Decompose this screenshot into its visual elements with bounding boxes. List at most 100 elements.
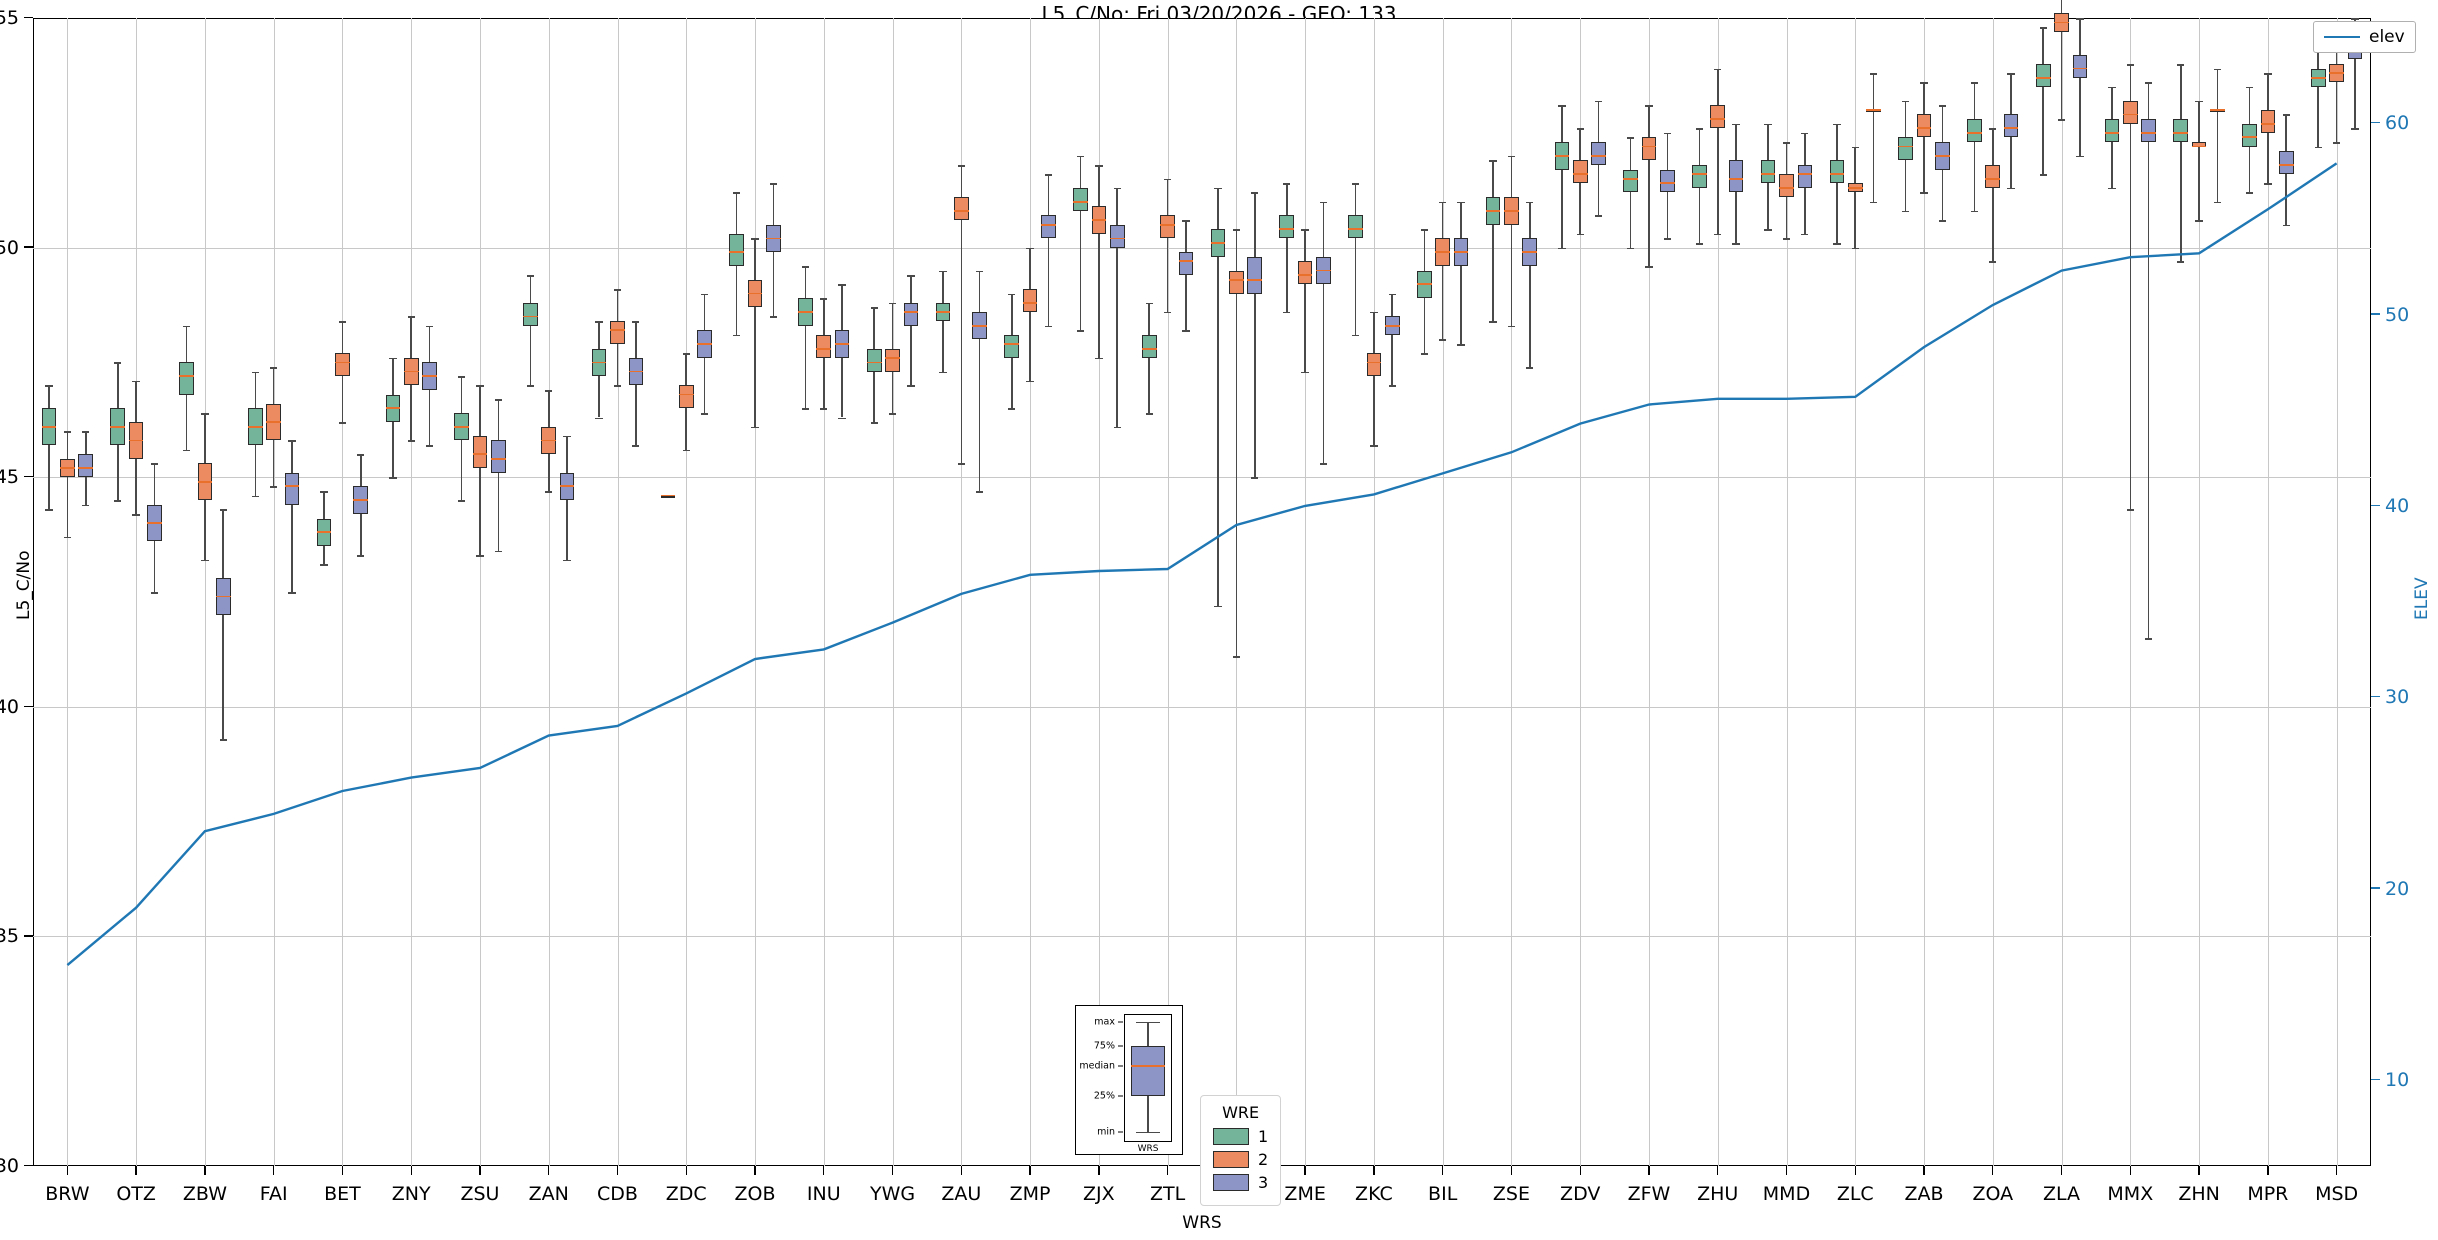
- box: [335, 353, 350, 377]
- whisker-cap-upper: [1782, 141, 1791, 144]
- whisker-cap-upper: [1420, 229, 1428, 231]
- key-label-75pct: 75%: [1094, 1041, 1123, 1052]
- box: [1022, 288, 1038, 312]
- whisker-upper: [1854, 146, 1857, 184]
- whisker-upper: [772, 183, 775, 225]
- whisker-upper: [359, 454, 362, 487]
- whisker-cap-lower: [1902, 210, 1910, 213]
- whisker-upper: [1373, 311, 1375, 354]
- whisker-upper: [2079, 18, 2081, 55]
- whisker-cap-upper: [407, 316, 415, 319]
- whisker-lower: [66, 477, 69, 537]
- whisker-lower: [48, 445, 50, 510]
- whisker-cap-upper: [1163, 178, 1172, 181]
- key-label-median: median: [1079, 1061, 1123, 1072]
- whisker-lower: [822, 357, 825, 409]
- y-tick-label: 40: [0, 696, 33, 718]
- whisker-upper: [204, 412, 206, 464]
- whisker-upper: [117, 362, 119, 409]
- box: [523, 302, 538, 326]
- x-tick-mark: [1373, 1166, 1375, 1175]
- whisker-upper: [2060, 0, 2063, 14]
- median-line: [1916, 127, 1932, 130]
- x-tick-mark: [1854, 1166, 1856, 1175]
- elev-legend[interactable]: elev: [2313, 21, 2416, 53]
- whisker-lower: [598, 376, 600, 418]
- whisker-lower: [222, 614, 225, 739]
- median-line: [454, 425, 469, 428]
- whisker-cap-lower: [288, 592, 296, 594]
- whisker-cap-lower: [407, 440, 415, 443]
- x-tick-label: ZNY: [391, 1183, 431, 1205]
- whisker-cap-lower: [1076, 330, 1085, 332]
- whisker-cap-upper: [1989, 128, 1997, 130]
- box: [1178, 252, 1194, 276]
- whisker-cap-upper: [2144, 82, 2153, 84]
- whisker-lower: [359, 513, 362, 556]
- box: [2173, 119, 2189, 142]
- gridline-vertical: [479, 18, 481, 1166]
- box: [490, 440, 506, 473]
- whisker-cap-upper: [1626, 137, 1635, 139]
- box: [1898, 137, 1913, 161]
- whisker-cap-lower: [1489, 321, 1497, 323]
- wre-color-swatch: [1213, 1151, 1249, 1168]
- whisker-lower: [1148, 357, 1151, 413]
- whisker-cap-upper: [957, 164, 965, 167]
- whisker-cap-upper: [975, 270, 984, 273]
- whisker-cap-upper: [1695, 128, 1704, 130]
- whisker-upper: [1923, 82, 1925, 115]
- whisker-cap-lower: [1869, 201, 1878, 204]
- median-line: [335, 361, 350, 364]
- gridline-vertical: [204, 18, 206, 1166]
- median-line: [1417, 283, 1432, 286]
- gridline-vertical: [411, 18, 413, 1166]
- x-tick-label: ZAU: [941, 1183, 982, 1205]
- x-tick-label: ZHN: [2178, 1183, 2220, 1205]
- whisker-upper: [978, 270, 981, 312]
- whisker-cap-upper: [682, 353, 690, 355]
- gridline-vertical: [67, 18, 69, 1166]
- y2-tick-label: 10: [2371, 1069, 2409, 1091]
- whisker-lower: [153, 541, 156, 592]
- whisker-cap-lower: [1526, 366, 1534, 369]
- wre-legend-item-2[interactable]: 2: [1213, 1150, 1268, 1169]
- whisker-cap-lower: [1938, 220, 1947, 222]
- whisker-lower: [1185, 275, 1187, 331]
- median-line: [1847, 187, 1863, 189]
- whisker-lower: [2147, 141, 2150, 638]
- whisker-cap-upper: [939, 270, 947, 273]
- whisker-cap-lower: [1764, 229, 1772, 231]
- box: [2278, 151, 2294, 175]
- wre-legend-item-1[interactable]: 1: [1213, 1127, 1268, 1146]
- median-line: [1366, 361, 1382, 364]
- whisker-cap-lower: [1457, 344, 1465, 346]
- median-line: [1985, 177, 2001, 180]
- whisker-cap-lower: [45, 509, 53, 511]
- wre-legend-item-3[interactable]: 3: [1213, 1173, 1268, 1192]
- whisker-cap-lower: [1008, 408, 1016, 410]
- whisker-cap-upper: [1044, 174, 1053, 176]
- box: [1829, 160, 1845, 184]
- y-tick-label: 55: [0, 7, 33, 29]
- whisker-cap-upper: [1938, 105, 1947, 107]
- median-line: [972, 324, 987, 327]
- box: [866, 348, 882, 372]
- median-line: [628, 370, 644, 373]
- whisker-cap-upper: [1214, 187, 1222, 190]
- whisker-cap-upper: [201, 412, 209, 415]
- whisker-upper: [1904, 100, 1907, 138]
- gridline-vertical: [136, 18, 138, 1166]
- whisker-upper: [2129, 63, 2132, 101]
- median-line: [1279, 228, 1295, 231]
- x-tick-mark: [960, 1166, 962, 1175]
- median-line: [559, 485, 575, 488]
- whisker-cap-lower: [1319, 463, 1328, 466]
- whisker-cap-upper: [457, 376, 466, 378]
- wre-legend[interactable]: WRE 1 2 3: [1200, 1095, 1282, 1206]
- gridline-vertical: [1305, 18, 1307, 1166]
- whisker-upper: [1322, 201, 1325, 257]
- x-tick-mark: [135, 1166, 137, 1175]
- whisker-upper: [1941, 105, 1944, 142]
